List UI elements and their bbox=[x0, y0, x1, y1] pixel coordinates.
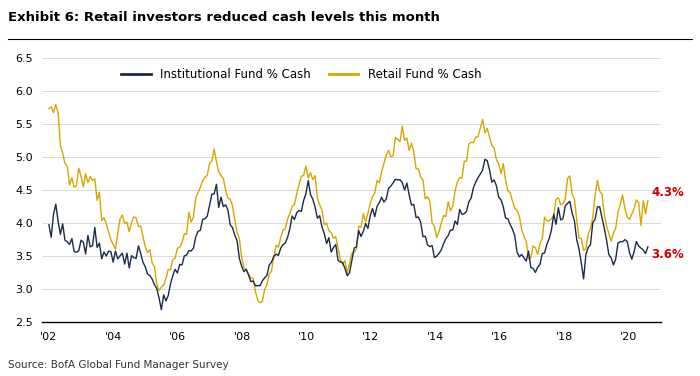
Text: Exhibit 6: Retail investors reduced cash levels this month: Exhibit 6: Retail investors reduced cash… bbox=[8, 11, 440, 24]
Text: 3.6%: 3.6% bbox=[651, 248, 684, 261]
Text: Source: BofA Global Fund Manager Survey: Source: BofA Global Fund Manager Survey bbox=[8, 360, 229, 370]
Legend: Institutional Fund % Cash, Retail Fund % Cash: Institutional Fund % Cash, Retail Fund %… bbox=[117, 64, 486, 86]
Text: 4.3%: 4.3% bbox=[651, 186, 684, 199]
